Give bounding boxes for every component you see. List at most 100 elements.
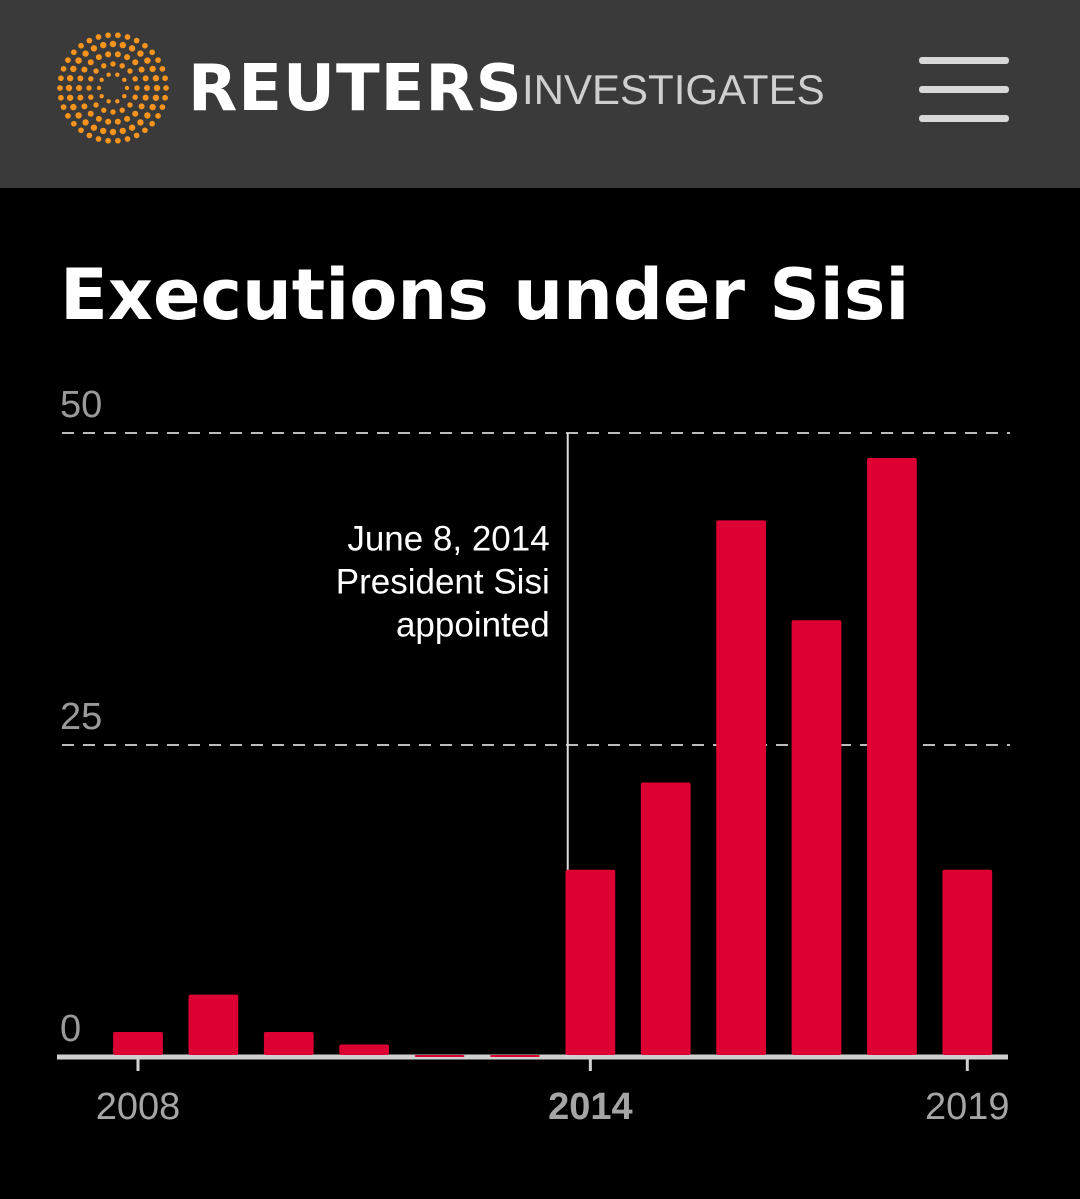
logo-dot xyxy=(122,94,127,99)
logo-dot xyxy=(66,75,74,82)
bar xyxy=(339,1044,390,1055)
logo-dot xyxy=(76,85,82,91)
chart-title: Executions under Sisi xyxy=(60,254,909,336)
logo-dot xyxy=(124,85,130,91)
logo-dot xyxy=(77,75,84,82)
logo-dot xyxy=(142,75,149,82)
bar xyxy=(942,869,993,1055)
logo-dot xyxy=(127,102,133,108)
logo-dot xyxy=(124,54,131,61)
logo-dot xyxy=(149,120,156,127)
logo-dot xyxy=(86,85,92,91)
logo-dot xyxy=(101,107,107,113)
logo-dot xyxy=(70,65,77,73)
logo-dot xyxy=(95,54,102,61)
logo-dot xyxy=(119,41,126,49)
logo-dot xyxy=(60,104,67,110)
logo-dot xyxy=(119,63,125,69)
y-tick-label: 50 xyxy=(60,384,102,426)
logo-dot xyxy=(88,76,94,82)
logo-dot xyxy=(128,124,136,131)
y-tick-label: 0 xyxy=(60,1008,81,1050)
bar xyxy=(414,1055,465,1057)
logo-dot xyxy=(122,77,127,82)
logo-dot xyxy=(132,110,139,117)
logo-dot xyxy=(132,76,138,82)
logo-dot xyxy=(65,57,71,63)
logo-dot xyxy=(95,136,102,142)
logo-dot xyxy=(75,57,82,64)
logo-dot xyxy=(88,94,94,100)
logo-dot xyxy=(114,118,121,125)
x-tick-label: 2019 xyxy=(925,1086,1010,1128)
logo-dot xyxy=(115,72,120,77)
logo-dot xyxy=(110,109,116,115)
logo-dot xyxy=(77,94,84,101)
annotation-text: appointed xyxy=(396,605,550,644)
logo-dot xyxy=(137,50,144,57)
logo-dot xyxy=(65,84,73,92)
logo-dot xyxy=(65,113,71,119)
logo-dot xyxy=(144,85,150,91)
logo-dot xyxy=(127,68,133,74)
header: REUTERS INVESTIGATES xyxy=(0,0,1080,188)
logo-dot xyxy=(119,107,125,113)
logo-dot xyxy=(90,124,98,131)
logo-dot xyxy=(132,59,139,66)
logo-dot xyxy=(115,137,121,144)
logo-dot xyxy=(93,102,99,108)
logo-dot xyxy=(149,103,156,111)
logo-dot xyxy=(124,34,131,40)
logo-dot xyxy=(57,85,63,91)
logo-dot xyxy=(101,63,107,69)
bar xyxy=(640,782,691,1055)
annotation-text: June 8, 2014 xyxy=(347,519,549,558)
bar xyxy=(716,520,767,1055)
menu-button[interactable] xyxy=(919,55,1011,125)
logo-dot xyxy=(105,137,111,144)
logo-dot xyxy=(115,32,121,39)
logo-dot xyxy=(109,128,117,136)
logo-dot xyxy=(100,127,107,135)
bar xyxy=(565,869,616,1055)
logo-dot xyxy=(162,75,168,82)
logo-dot xyxy=(60,66,67,72)
logo-dot xyxy=(159,66,166,72)
bar xyxy=(263,1032,314,1055)
logo-dot xyxy=(99,77,104,82)
logo-dot xyxy=(81,66,88,73)
logo-dot xyxy=(93,68,99,74)
logo-dot xyxy=(152,94,160,101)
logo-dot xyxy=(105,51,112,58)
bar xyxy=(867,457,917,1056)
logo-dot xyxy=(155,113,161,119)
logo-dot xyxy=(75,112,82,119)
logo-dot xyxy=(144,57,151,64)
logo-dot xyxy=(58,75,64,82)
logo-dot xyxy=(82,119,89,126)
logo-dot xyxy=(70,49,77,56)
bar xyxy=(490,1055,540,1057)
brand[interactable]: REUTERS xyxy=(188,52,523,126)
logo-dot xyxy=(90,45,98,52)
logo-dot xyxy=(153,84,161,92)
logo-dot xyxy=(96,85,102,91)
logo-dot xyxy=(86,37,93,44)
logo-dot xyxy=(115,99,120,104)
logo-dot xyxy=(155,57,161,63)
logo-dot xyxy=(70,103,77,111)
bar xyxy=(188,994,239,1055)
y-tick-label: 25 xyxy=(60,696,102,738)
logo[interactable] xyxy=(53,28,173,148)
logo-dot xyxy=(87,110,94,117)
logo-dot xyxy=(149,49,156,56)
logo-dot xyxy=(137,119,144,126)
logo-dot xyxy=(142,94,149,101)
logo-dot xyxy=(149,65,156,73)
logo-dot xyxy=(78,127,84,134)
logo-dot xyxy=(132,94,138,100)
logo-dot xyxy=(124,136,131,142)
section-name[interactable]: INVESTIGATES xyxy=(522,66,825,113)
logo-dot xyxy=(144,112,151,119)
